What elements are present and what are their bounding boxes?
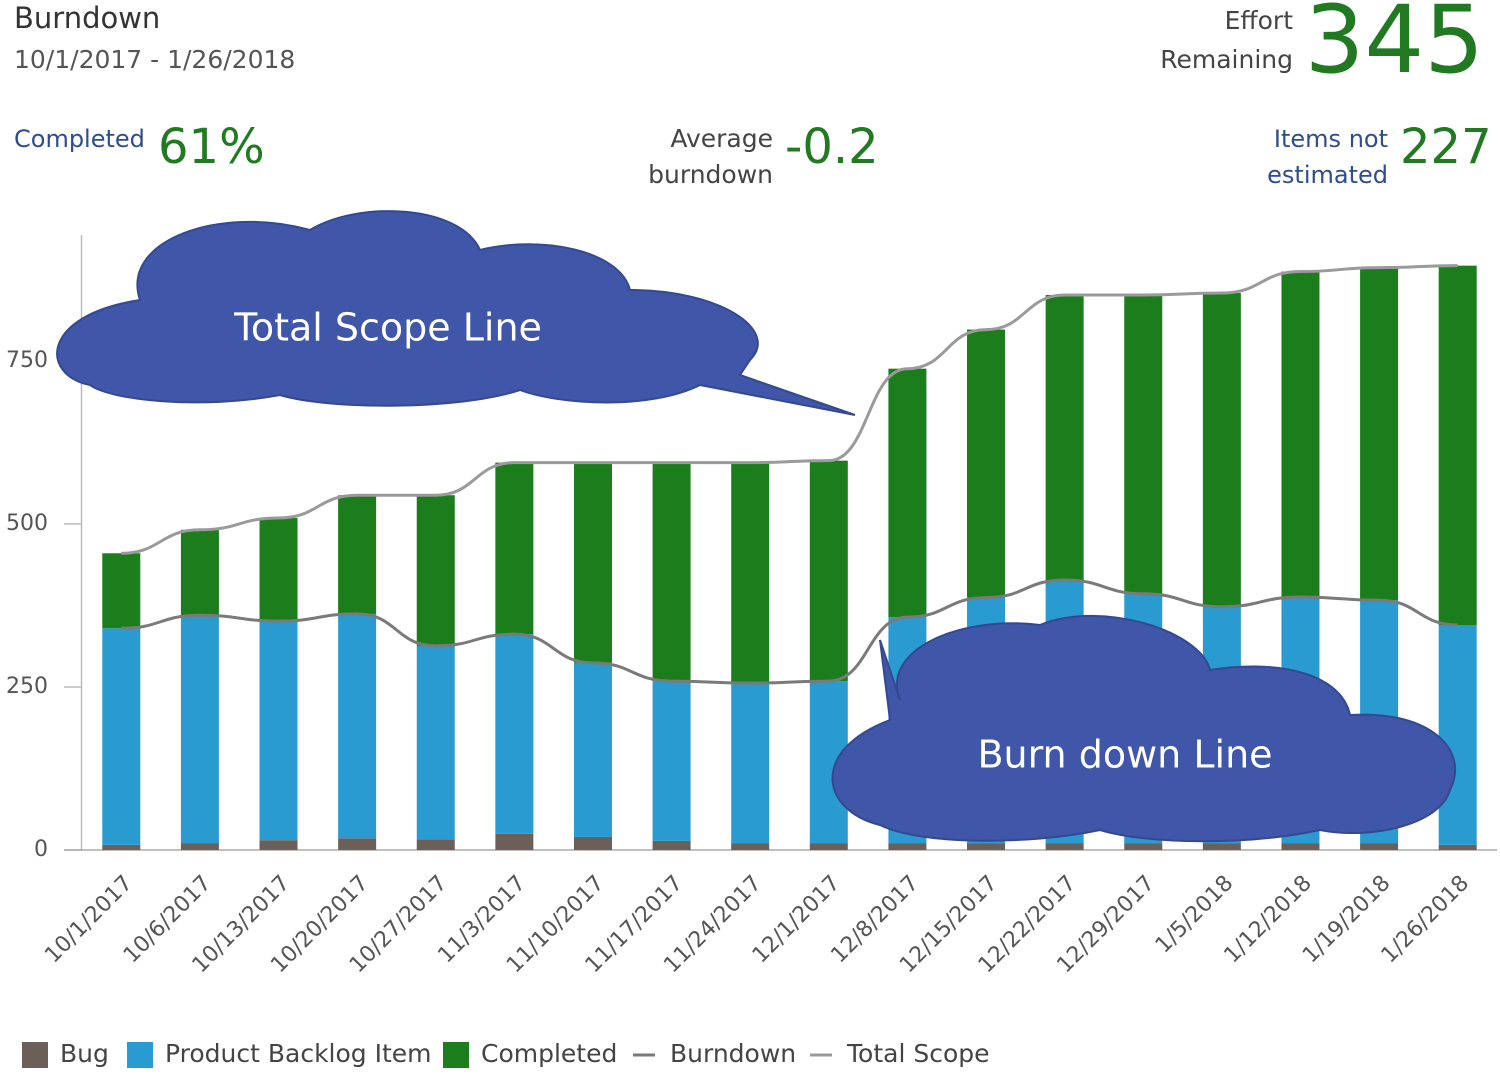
bar-segment [338,613,377,839]
completed-label: Completed [14,125,145,153]
bar-segment [1045,295,1084,580]
bar-segment [102,844,141,850]
bar-segment [102,553,141,629]
bar-segment [180,529,219,616]
bar-segment [809,843,848,850]
bar-segment [1360,843,1399,850]
legend-swatch [443,1042,469,1068]
callout-cloud [831,614,1456,843]
annotation: Total Scope Line [233,306,542,350]
bar-segment [259,518,298,622]
y-tick-label: 500 [6,511,48,536]
bar-segment [338,838,377,850]
not-estimated-label: estimated [1267,161,1388,189]
bar-segment [180,843,219,850]
callouts: Total Scope Line Burn down Line [56,210,1456,843]
legend-swatch [22,1042,48,1068]
bar-segment [416,495,455,646]
bar-segment [416,839,455,850]
bar-segment [102,628,141,845]
bar-segment [731,683,770,844]
bar-segment [573,836,612,850]
y-tick-label: 750 [6,348,48,373]
legend-label: Product Backlog Item [165,1039,432,1068]
effort-label: Remaining [1160,45,1293,74]
effort-label: Effort [1225,6,1294,35]
bar-segment [809,460,848,682]
bar-segment [652,462,691,682]
bar-segment [967,329,1006,598]
bar-segment [967,843,1006,850]
bar-segment [1438,265,1477,625]
legend-label: Bug [60,1039,109,1068]
y-tick-label: 250 [6,674,48,699]
bar-segment [1281,271,1320,597]
legend-label: Completed [481,1039,617,1068]
bar-segment [495,462,534,635]
bar-segment [1124,295,1163,594]
bar-segment [495,634,534,834]
bar-segment [259,840,298,850]
bar-segment [731,462,770,684]
average-label: burndown [648,160,773,189]
bar-segment [1360,267,1399,601]
bar-segment [888,843,927,850]
bar-segment [888,368,927,618]
bar-segment [1281,843,1320,850]
bar-segment [731,843,770,850]
bar-segment [495,833,534,850]
bar-segment [652,681,691,841]
line-series [121,578,1458,685]
completed-value: 61% [158,119,265,175]
bar-segment [259,621,298,841]
bar-segment [338,495,377,614]
legend-label: Total Scope [846,1039,990,1068]
annotation: Burn down Line [977,733,1272,777]
not-estimated-label: Items not [1274,125,1388,153]
legend-label: Burndown [670,1039,796,1068]
bar-segment [1124,843,1163,850]
legend: Bug Product Backlog Item Completed Burndown… [22,1039,990,1068]
bar-segment [573,662,612,837]
bar-segment [1202,293,1241,607]
date-range: 10/1/2017 - 1/26/2018 [14,45,295,74]
bar-segment [180,615,219,844]
legend-swatch [127,1042,153,1068]
bar-segment [1438,625,1477,845]
average-label: Average [670,124,773,153]
not-estimated-value: 227 [1400,119,1492,175]
line-series [121,264,1458,555]
y-tick-label: 0 [34,837,48,862]
widget-title: Burndown [14,1,160,35]
callout-cloud [56,210,856,416]
bar-segment [652,840,691,850]
effort-value: 345 [1305,0,1484,95]
bar-segment [1045,843,1084,850]
average-value: -0.2 [785,119,879,175]
bar-segment [573,462,612,663]
bar-segment [416,645,455,840]
bar-segment [1202,843,1241,850]
bar-segment [1438,844,1477,850]
